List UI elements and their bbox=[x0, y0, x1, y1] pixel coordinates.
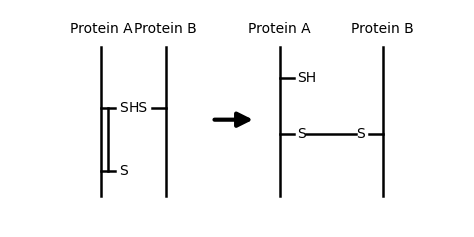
Text: SH: SH bbox=[297, 71, 317, 85]
Text: Protein A: Protein A bbox=[70, 22, 133, 36]
Text: S: S bbox=[297, 127, 306, 141]
Text: S: S bbox=[356, 127, 365, 141]
Text: Protein A: Protein A bbox=[248, 22, 311, 36]
Text: Protein B: Protein B bbox=[351, 22, 414, 36]
Text: S: S bbox=[119, 164, 128, 178]
Text: S: S bbox=[119, 101, 128, 115]
Text: Protein B: Protein B bbox=[135, 22, 197, 36]
Text: HS: HS bbox=[129, 101, 148, 115]
